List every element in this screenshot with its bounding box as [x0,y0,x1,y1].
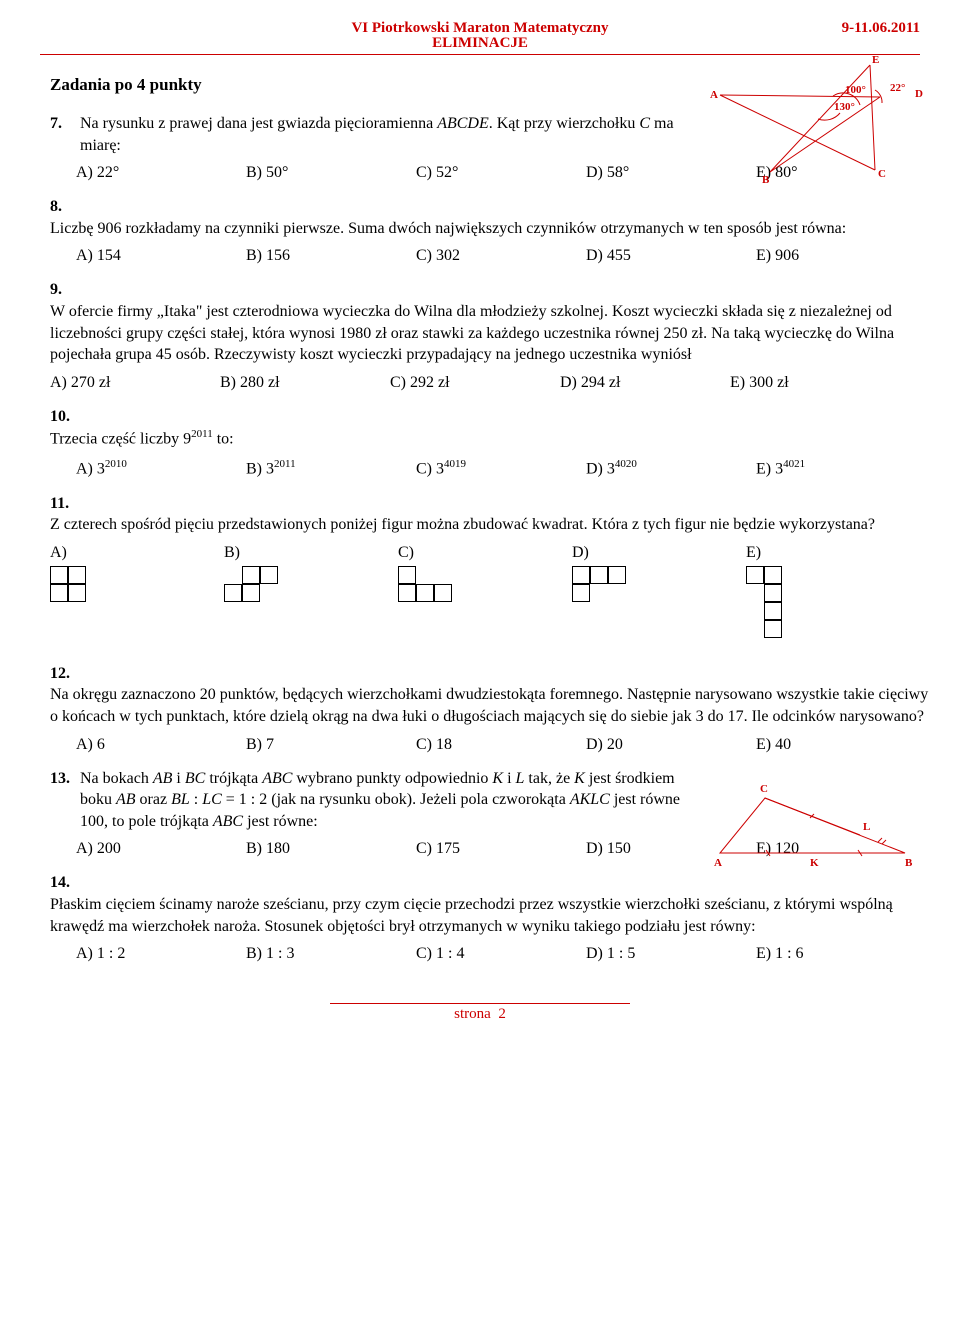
answer-9e: E) 300 zł [730,374,850,392]
answer-7c: C) 52° [416,164,586,182]
answer-9c: C) 292 zł [390,374,560,392]
answer-8d: D) 455 [586,247,756,265]
star-label-a: A [710,89,718,101]
problem-10-num: 10. [50,406,76,428]
answer-8c: C) 302 [416,247,586,265]
answer-8e: E) 906 [756,247,876,265]
problem-12-text: Na okręgu zaznaczono 20 punktów, będącyc… [50,684,930,727]
problem-10: 10. Trzecia część liczby 92011 to: [50,406,910,451]
figure-d: D) [572,544,746,607]
answer-14d: D) 1 : 5 [586,945,756,963]
answer-13b: B) 180 [246,840,416,858]
star-label-c: C [878,168,886,180]
answer-14e: E) 1 : 6 [756,945,876,963]
triangle-diagram: A B C K L [710,778,920,873]
problem-8-answers: A) 154 B) 156 C) 302 D) 455 E) 906 [76,247,920,265]
answer-10c: C) 34019 [416,458,586,478]
answer-8b: B) 156 [246,247,416,265]
problem-11-text: Z czterech spośród pięciu przedstawionyc… [50,514,930,536]
answer-14b: B) 1 : 3 [246,945,416,963]
problem-9-answers: A) 270 zł B) 280 zł C) 292 zł D) 294 zł … [50,374,920,392]
answer-13a: A) 200 [76,840,246,858]
problem-10-answers: A) 32010 B) 32011 C) 34019 D) 34020 E) 3… [76,458,920,478]
tri-label-l: L [863,821,870,833]
tri-label-c: C [760,783,768,795]
answer-12a: A) 6 [76,736,246,754]
polyomino-b [224,566,278,602]
answer-7a: A) 22° [76,164,246,182]
problem-9: 9. W ofercie firmy „Itaka" jest czterodn… [50,279,910,365]
problem-12-num: 12. [50,663,76,685]
footer: strona 2 [330,1003,630,1023]
problem-14-answers: A) 1 : 2 B) 1 : 3 C) 1 : 4 D) 1 : 5 E) 1… [76,945,920,963]
answer-10d: D) 34020 [586,458,756,478]
star-label-b: B [762,174,770,186]
figure-a: A) [50,544,224,607]
problem-14-num: 14. [50,872,76,894]
problem-14-text: Płaskim cięciem ścinamy naroże sześcianu… [50,894,930,937]
answer-14a: A) 1 : 2 [76,945,246,963]
problem-11: 11. Z czterech spośród pięciu przedstawi… [50,493,910,536]
star-angle-130: 130° [834,101,855,113]
answer-12d: D) 20 [586,736,756,754]
problem-7-num: 7. [50,113,76,135]
header-date: 9-11.06.2011 [770,20,920,37]
star-label-d: D [915,88,923,100]
polyomino-a [50,566,86,602]
problem-11-num: 11. [50,493,76,515]
answer-8a: A) 154 [76,247,246,265]
answer-12c: C) 18 [416,736,586,754]
tri-label-b: B [905,857,913,869]
answer-9d: D) 294 zł [560,374,730,392]
page: VI Piotrkowski Maraton Matematyczny 9-11… [0,0,960,1063]
footer-label: strona [454,1006,491,1022]
footer-page-num: 2 [498,1006,506,1022]
answer-10b: B) 32011 [246,458,416,478]
problem-9-text: W ofercie firmy „Itaka" jest czterodniow… [50,301,930,366]
problem-13-text: Na bokach AB i BC trójkąta ABC wybrano p… [80,768,710,833]
answer-13c: C) 175 [416,840,586,858]
polyomino-c [398,566,452,602]
star-label-e: E [872,55,879,66]
problem-14: 14. Płaskim cięciem ścinamy naroże sześc… [50,872,910,937]
problem-11-figures: A) B) C) D) [50,544,920,643]
polyomino-d [572,566,626,602]
problem-10-text: Trzecia część liczby 92011 to: [50,427,930,450]
problem-12: 12. Na okręgu zaznaczono 20 punktów, będ… [50,663,910,728]
answer-9a: A) 270 zł [50,374,220,392]
problem-13-num: 13. [50,768,76,790]
tri-label-k: K [810,857,819,869]
problem-7-text: Na rysunku z prawej dana jest gwiazda pi… [80,113,680,156]
problem-12-answers: A) 6 B) 7 C) 18 D) 20 E) 40 [76,736,920,754]
answer-14c: C) 1 : 4 [416,945,586,963]
tri-label-a: A [714,857,722,869]
answer-10e: E) 34021 [756,458,876,478]
problem-8-text: Liczbę 906 rozkładamy na czynniki pierws… [50,218,930,240]
star-diagram: A B C D E 22° 100° 130° [710,55,930,205]
answer-7b: B) 50° [246,164,416,182]
polyomino-e [746,566,782,638]
answer-12b: B) 7 [246,736,416,754]
answer-10a: A) 32010 [76,458,246,478]
figure-e: E) [746,544,920,643]
problem-9-num: 9. [50,279,76,301]
figure-c: C) [398,544,572,607]
figure-b: B) [224,544,398,607]
answer-9b: B) 280 zł [220,374,390,392]
problem-8-num: 8. [50,196,76,218]
star-angle-22: 22° [890,82,905,94]
answer-12e: E) 40 [756,736,876,754]
star-angle-100: 100° [845,84,866,96]
header-subtitle: ELIMINACJE [40,35,920,52]
